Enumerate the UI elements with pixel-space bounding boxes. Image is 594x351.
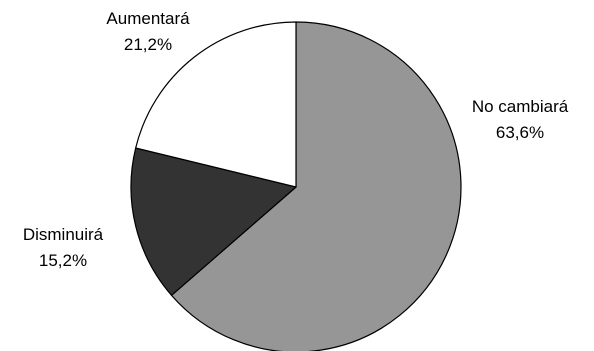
pie-slice-1 <box>130 147 297 296</box>
label-no-cambiara: No cambiará 63,6% <box>472 97 569 142</box>
slice-label-value: 63,6% <box>496 123 544 142</box>
pie-slice-2 <box>135 21 297 188</box>
label-disminuira: Disminuirá 15,2% <box>23 225 104 270</box>
pie-slices <box>130 21 462 351</box>
slice-label-name: Disminuirá <box>23 225 104 244</box>
slice-label-value: 15,2% <box>39 251 87 270</box>
slice-label-name: No cambiará <box>472 97 569 116</box>
pie-slice-0 <box>170 21 462 351</box>
label-aumentara: Aumentará 21,2% <box>106 9 190 54</box>
slice-label-name: Aumentará <box>106 9 190 28</box>
slice-label-value: 21,2% <box>124 35 172 54</box>
